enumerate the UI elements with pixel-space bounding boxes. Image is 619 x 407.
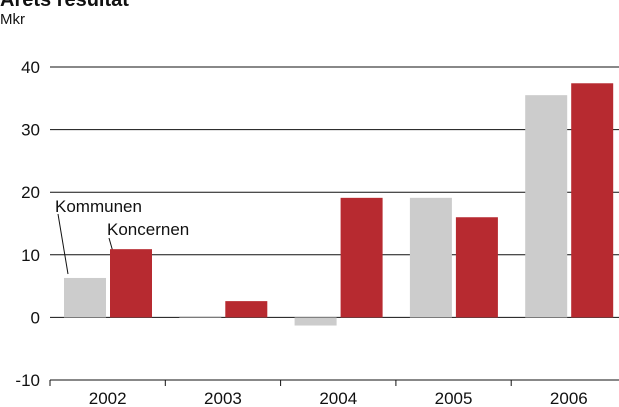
x-tick-label: 2006 [550,389,588,407]
series-label: Kommunen [55,197,142,216]
bar [571,83,614,318]
bar [64,277,106,318]
bar [294,317,337,326]
bar [525,95,568,318]
y-tick-label: 20 [21,183,40,202]
x-tick-label: 2005 [435,389,473,407]
x-tick-label: 2003 [204,389,242,407]
series-label: Koncernen [107,220,189,239]
bar [225,301,268,318]
leader-line [57,213,69,275]
bar [179,316,222,318]
x-tick-label: 2004 [319,389,357,407]
y-tick-label: 10 [21,246,40,265]
chart-subtitle: Mkr [0,11,25,28]
y-tick-label: -10 [15,371,40,390]
chart-title: Årets resultat [0,0,129,11]
bar [409,197,452,318]
bar [340,197,383,318]
y-tick-label: 40 [21,58,40,77]
y-tick-label: 30 [21,121,40,140]
x-tick-label: 2002 [89,389,127,407]
y-tick-label: 0 [31,308,40,327]
bar [110,249,152,318]
bar [455,217,498,318]
